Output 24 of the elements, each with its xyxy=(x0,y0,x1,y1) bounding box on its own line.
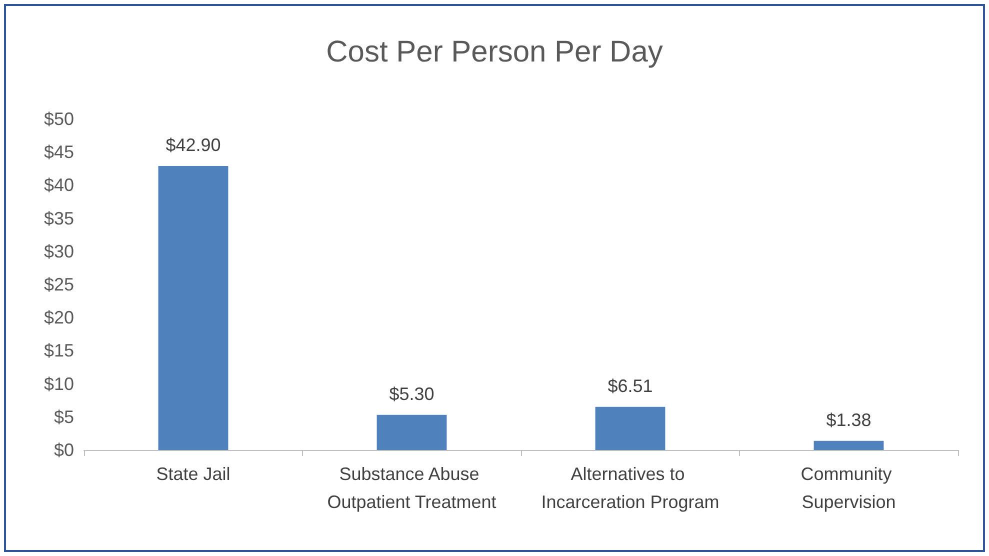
bar xyxy=(158,166,228,450)
y-tick-label: $35 xyxy=(44,208,74,228)
y-tick-label: $15 xyxy=(44,340,74,361)
bar xyxy=(376,414,447,450)
x-tick-label: Substance Abuse Outpatient Treatment xyxy=(327,464,496,512)
chart-title: Cost Per Person Per Day xyxy=(326,36,663,68)
y-tick-label: $40 xyxy=(44,175,74,196)
y-tick-label: $45 xyxy=(44,142,74,162)
bar xyxy=(814,440,884,450)
data-label: $1.38 xyxy=(826,410,872,430)
y-tick-label: $0 xyxy=(54,440,74,460)
data-label: $5.30 xyxy=(389,384,434,404)
y-tick-label: $25 xyxy=(44,274,74,294)
bar xyxy=(595,406,666,450)
x-tick-label: State Jail xyxy=(156,464,230,484)
y-tick-label: $10 xyxy=(44,374,74,394)
data-label: $42.90 xyxy=(166,135,221,155)
x-tick-label: Community Supervision xyxy=(800,464,897,512)
y-tick-label: $30 xyxy=(44,241,74,262)
y-tick-label: $20 xyxy=(44,308,74,328)
y-tick-label: $5 xyxy=(54,406,74,427)
y-tick-label: $50 xyxy=(44,109,74,129)
x-tick-label: Alternatives to Incarceration Program xyxy=(541,464,720,512)
data-label: $6.51 xyxy=(608,376,653,396)
